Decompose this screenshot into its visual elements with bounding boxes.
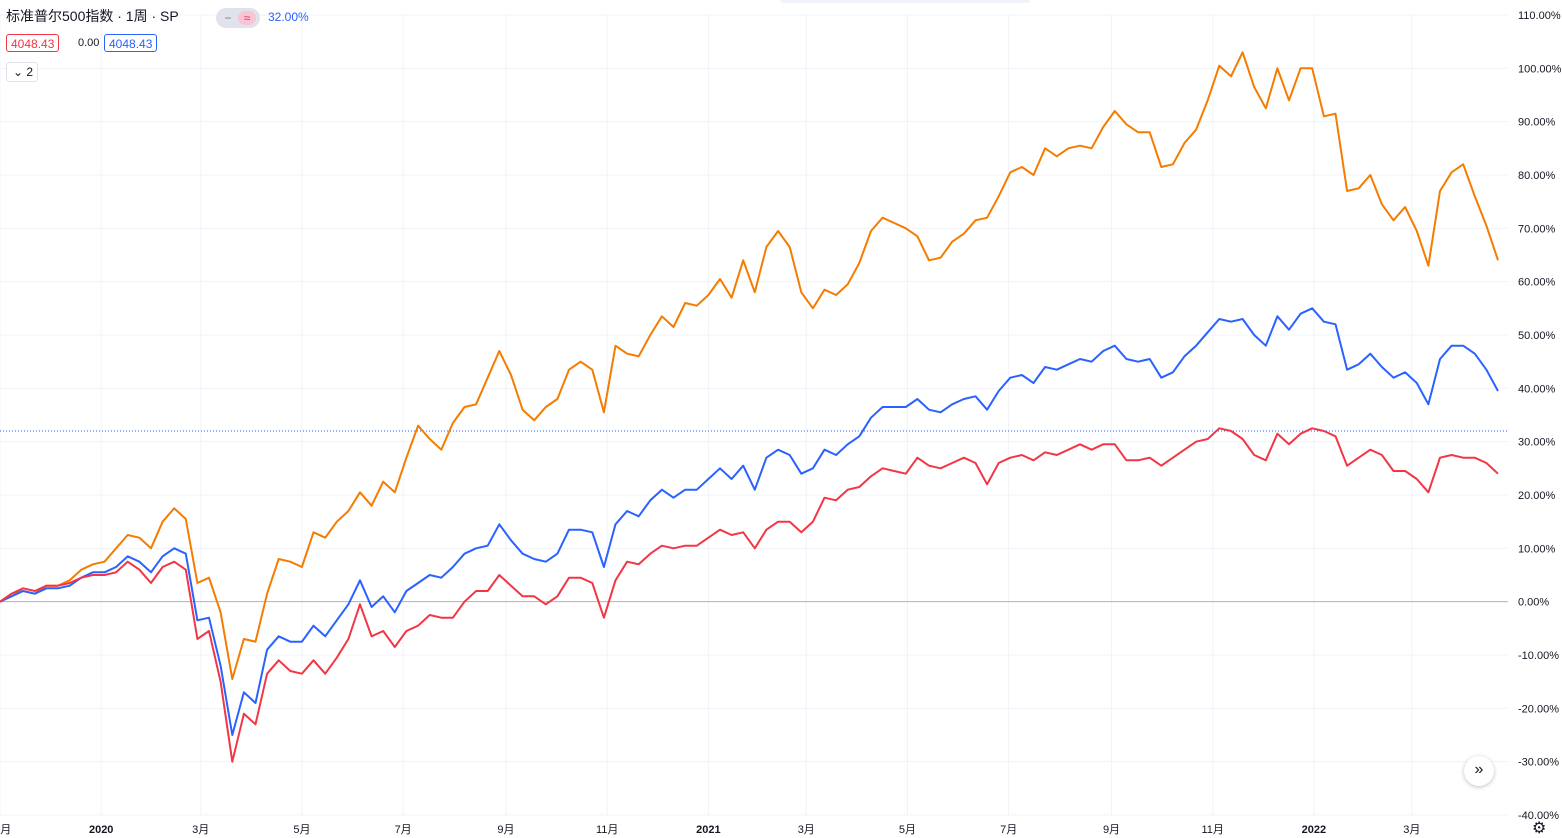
y-tick-label: 70.00% (1518, 223, 1556, 235)
y-tick-label: 80.00% (1518, 170, 1556, 182)
y-tick-label: -20.00% (1518, 703, 1559, 715)
compare-percent: 32.00% (268, 10, 309, 24)
x-tick-label: 2022 (1302, 824, 1326, 836)
x-tick-label: 5月 (899, 824, 916, 836)
x-tick-label: 7月 (395, 824, 412, 836)
top-drag-handle[interactable] (780, 0, 1030, 3)
x-tick-label: 11月 (1201, 824, 1223, 836)
x-tick-label: 3月 (192, 824, 209, 836)
y-tick-label: 30.00% (1518, 437, 1556, 449)
minus-icon[interactable]: − (224, 11, 232, 25)
percent-mode-toggle[interactable]: − ≈ (216, 8, 260, 28)
value-blue-box: 4048.43 (104, 34, 158, 52)
y-tick-label: -40.00% (1518, 810, 1559, 822)
series-line-red (0, 427, 1499, 763)
x-tick-label: 3月 (798, 824, 815, 836)
y-tick-label: 20.00% (1518, 490, 1556, 502)
symbol-title[interactable]: 标准普尔500指数 · 1周 · SP (6, 8, 179, 24)
y-tick-label: 0.00% (1518, 597, 1549, 609)
value-red-box: 4048.43 (6, 34, 60, 52)
y-tick-label: -10.00% (1518, 650, 1559, 662)
double-chevron-right-icon: » (1474, 761, 1484, 778)
gear-icon[interactable]: ⚙ (1532, 820, 1547, 837)
collapse-count: 2 (26, 65, 34, 79)
scroll-to-realtime-button[interactable]: » (1464, 756, 1494, 786)
y-tick-label: 100.00% (1518, 63, 1562, 75)
x-tick-label: 9月 (1103, 824, 1120, 836)
x-tick-label: 2021 (696, 824, 720, 836)
y-tick-label: 110.00% (1518, 10, 1561, 22)
x-tick-label: 7月 (1000, 824, 1017, 836)
y-tick-label: 40.00% (1518, 383, 1556, 395)
x-tick-label: 5月 (293, 824, 310, 836)
y-tick-label: -30.00% (1518, 757, 1559, 769)
y-tick-label: 10.00% (1518, 543, 1556, 555)
chevron-down-icon: ⌄ (13, 65, 24, 79)
approx-icon[interactable]: ≈ (238, 11, 256, 25)
y-tick-label: 90.00% (1518, 117, 1556, 129)
y-tick-label: 50.00% (1518, 330, 1556, 342)
value-plain: 0.00 (78, 37, 100, 49)
series-line-orange (0, 51, 1499, 680)
collapse-series-button[interactable]: ⌄ 2 (6, 62, 38, 82)
x-tick-label: 2020 (89, 824, 113, 836)
series-line-blue (0, 307, 1499, 736)
x-tick-label: 11月 (0, 824, 11, 836)
x-tick-label: 9月 (497, 824, 514, 836)
x-tick-label: 3月 (1403, 824, 1420, 836)
x-tick-label: 11月 (596, 824, 618, 836)
y-tick-label: 60.00% (1518, 277, 1556, 289)
